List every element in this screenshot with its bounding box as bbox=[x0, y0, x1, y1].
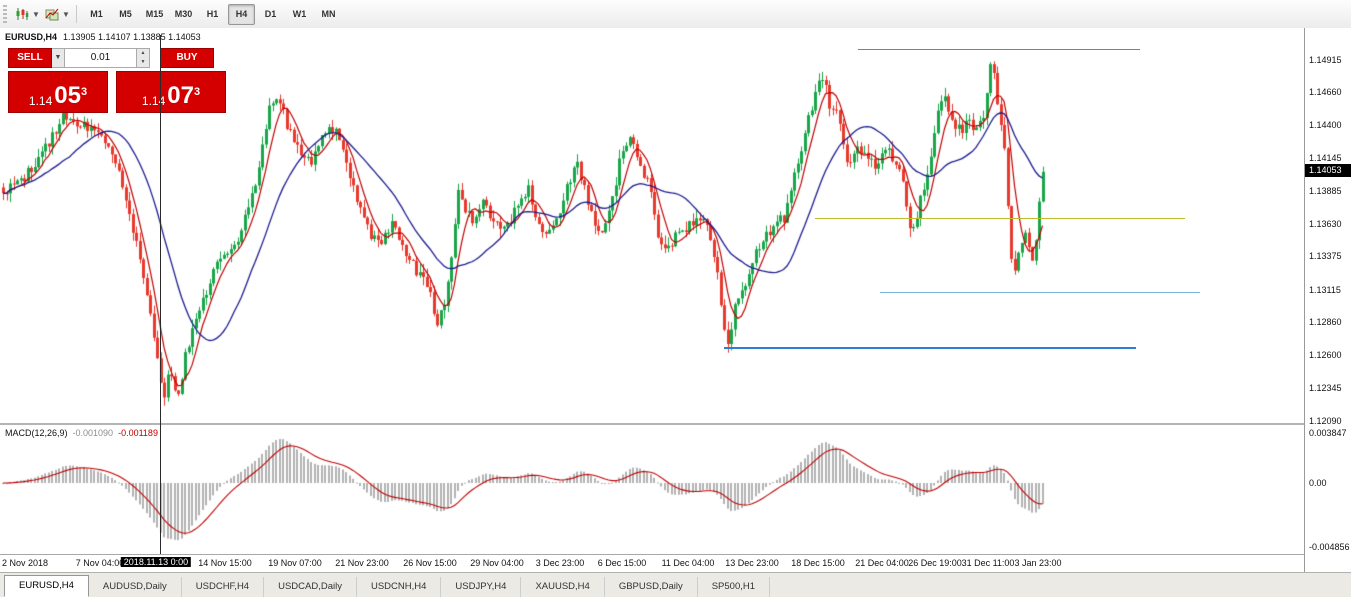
macd-indicator-pane[interactable]: MACD(12,26,9) -0.001090 -0.001189 bbox=[0, 425, 1304, 554]
chart-tab-usdcnh-h4[interactable]: USDCNH,H4 bbox=[357, 577, 442, 597]
timeframe-button-d1[interactable]: D1 bbox=[264, 8, 277, 19]
chart-ohlc-values: 1.13905 1.14107 1.13885 1.14053 bbox=[63, 32, 201, 42]
timeframe-button-h4[interactable]: H4 bbox=[228, 3, 255, 25]
sell-price-button[interactable]: 1.14 05 3 bbox=[8, 71, 108, 113]
price-axis-label: 1.13630 bbox=[1309, 218, 1342, 229]
time-axis-label: 2 Nov 2018 bbox=[2, 558, 49, 568]
sell-price-point: 3 bbox=[80, 86, 88, 98]
chart-tab-gbpusd-daily[interactable]: GBPUSD,Daily bbox=[605, 577, 698, 597]
current-price-badge: 1.14053 bbox=[1305, 163, 1351, 177]
macd-main-value: -0.001090 bbox=[72, 428, 114, 438]
time-axis[interactable]: 2 Nov 2018 7 Nov 04:00 2018.11.13 0:00 14 N… bbox=[0, 554, 1304, 573]
chart-type-dropdown-icon[interactable]: ▼ bbox=[32, 9, 40, 19]
price-chart-pane[interactable]: EURUSD,H4 1.13905 1.14107 1.13885 1.14053… bbox=[0, 28, 1304, 423]
price-axis-label: 1.14145 bbox=[1309, 152, 1342, 163]
pane-divider[interactable] bbox=[0, 423, 1351, 425]
time-axis-label: 13 Dec 23:00 bbox=[725, 558, 779, 568]
level-line-yellow[interactable] bbox=[815, 217, 1185, 219]
price-axis-label: 1.13115 bbox=[1309, 284, 1341, 295]
time-axis-label-selected: 2018.11.13 0:00 bbox=[120, 557, 192, 567]
timeframe-button-w1[interactable]: W1 bbox=[292, 8, 307, 19]
sell-price-pips: 05 bbox=[54, 82, 81, 109]
time-axis-label: 7 Nov 04:00 bbox=[75, 558, 125, 568]
chart-title: EURUSD,H4 1.13905 1.14107 1.13885 1.14053 bbox=[5, 32, 201, 42]
timeframe-button-m5[interactable]: M5 bbox=[119, 8, 132, 19]
chart-tab-eurusd-h4[interactable]: EURUSD,H4 bbox=[4, 575, 89, 597]
price-axis[interactable]: 1.14915 1.14660 1.14400 1.14145 1.13885 1.136… bbox=[1304, 28, 1351, 572]
time-axis-label: 3 Dec 23:00 bbox=[535, 558, 585, 568]
one-click-trading-panel: SELL ▼ 0.01 ▲ ▼ BUY 1.14 05 3 1.14 07 3 bbox=[8, 48, 228, 113]
price-axis-label: 1.12090 bbox=[1309, 415, 1342, 426]
macd-label: MACD(12,26,9) bbox=[5, 428, 68, 438]
buy-price-point: 3 bbox=[193, 86, 201, 98]
time-axis-label: 14 Nov 15:00 bbox=[198, 558, 252, 568]
price-axis-label: 1.12860 bbox=[1309, 317, 1342, 328]
time-axis-label: 3 Jan 23:00 bbox=[1014, 558, 1062, 568]
price-axis-label: 1.13885 bbox=[1309, 186, 1342, 197]
toolbar-separator bbox=[76, 5, 77, 23]
time-axis-label: 19 Nov 07:00 bbox=[268, 558, 322, 568]
volume-input[interactable]: 0.01 bbox=[65, 48, 137, 68]
chart-type-icon[interactable] bbox=[13, 5, 31, 23]
macd-axis-label-top: 0.003847 bbox=[1309, 428, 1347, 438]
buy-price-prefix: 1.14 bbox=[141, 94, 166, 108]
chart-tab-usdcad-daily[interactable]: USDCAD,Daily bbox=[264, 577, 357, 597]
time-axis-label: 21 Nov 23:00 bbox=[335, 558, 389, 568]
price-axis-label: 1.12345 bbox=[1309, 382, 1342, 393]
vertical-date-line[interactable] bbox=[160, 35, 161, 554]
indicators-icon[interactable] bbox=[43, 5, 61, 23]
timeframe-button-h1[interactable]: H1 bbox=[206, 8, 219, 19]
resistance-line-red[interactable] bbox=[858, 49, 1140, 51]
chart-tab-audusd-daily[interactable]: AUDUSD,Daily bbox=[89, 577, 182, 597]
macd-header: MACD(12,26,9) -0.001090 -0.001189 bbox=[5, 428, 158, 438]
chart-tab-sp500-h1[interactable]: SP500,H1 bbox=[698, 577, 771, 597]
macd-canvas[interactable] bbox=[0, 425, 1304, 554]
chart-tab-usdchf-h4[interactable]: USDCHF,H4 bbox=[182, 577, 265, 597]
macd-axis-label-bottom: -0.004856 bbox=[1309, 542, 1350, 552]
price-axis-label: 1.14915 bbox=[1309, 54, 1342, 65]
timeframe-button-m15[interactable]: M15 bbox=[145, 8, 164, 19]
time-axis-label: 18 Dec 15:00 bbox=[791, 558, 845, 568]
timeframe-button-mn[interactable]: MN bbox=[321, 8, 336, 19]
timeframe-toolbar: M1 M5 M15 M30 H1 H4 D1 W1 MN bbox=[82, 3, 343, 25]
buy-price-pips: 07 bbox=[167, 82, 194, 109]
timeframe-button-m1[interactable]: M1 bbox=[90, 8, 103, 19]
volume-dropdown-button[interactable]: ▼ bbox=[52, 48, 65, 68]
chart-tab-usdjpy-h4[interactable]: USDJPY,H4 bbox=[441, 577, 522, 597]
buy-button[interactable]: BUY bbox=[160, 48, 214, 68]
price-axis-label: 1.14660 bbox=[1309, 87, 1342, 98]
volume-up-icon[interactable]: ▲ bbox=[140, 50, 146, 56]
support-line-blue[interactable] bbox=[724, 346, 1136, 349]
time-axis-label: 31 Dec 11:00 bbox=[961, 558, 1015, 568]
time-axis-label: 26 Dec 19:00 bbox=[908, 558, 962, 568]
time-axis-label: 11 Dec 04:00 bbox=[661, 558, 715, 568]
sell-button[interactable]: SELL bbox=[8, 48, 52, 68]
chart-tab-xauusd-h4[interactable]: XAUUSD,H4 bbox=[521, 577, 605, 597]
volume-stepper[interactable]: ▲ ▼ bbox=[137, 48, 150, 68]
indicators-dropdown-icon[interactable]: ▼ bbox=[62, 9, 70, 19]
macd-signal-value: -0.001189 bbox=[118, 428, 158, 438]
time-axis-label: 21 Dec 04:00 bbox=[855, 558, 909, 568]
macd-axis-label-zero: 0.00 bbox=[1309, 478, 1327, 488]
chart-symbol-label: EURUSD,H4 bbox=[5, 32, 58, 42]
buy-price-button[interactable]: 1.14 07 3 bbox=[116, 71, 226, 113]
sell-price-prefix: 1.14 bbox=[28, 94, 53, 108]
time-axis-label: 6 Dec 15:00 bbox=[597, 558, 647, 568]
chevron-down-icon: ▼ bbox=[54, 54, 62, 61]
support-line-lightblue[interactable] bbox=[880, 291, 1200, 293]
time-axis-label: 29 Nov 04:00 bbox=[470, 558, 524, 568]
price-axis-label: 1.12600 bbox=[1309, 350, 1342, 361]
price-axis-label: 1.13375 bbox=[1309, 251, 1342, 262]
volume-down-icon[interactable]: ▼ bbox=[140, 59, 146, 65]
chart-tabs-bar: EURUSD,H4 AUDUSD,Daily USDCHF,H4 USDCAD,Dai… bbox=[0, 572, 1351, 597]
price-axis-label: 1.14400 bbox=[1309, 120, 1342, 131]
toolbar-grip[interactable] bbox=[3, 5, 7, 23]
toolbar: ▼ ▼ M1 M5 M15 M30 H1 H4 D1 W1 MN bbox=[0, 0, 1351, 29]
timeframe-button-m30[interactable]: M30 bbox=[174, 8, 193, 19]
time-axis-label: 26 Nov 15:00 bbox=[403, 558, 457, 568]
